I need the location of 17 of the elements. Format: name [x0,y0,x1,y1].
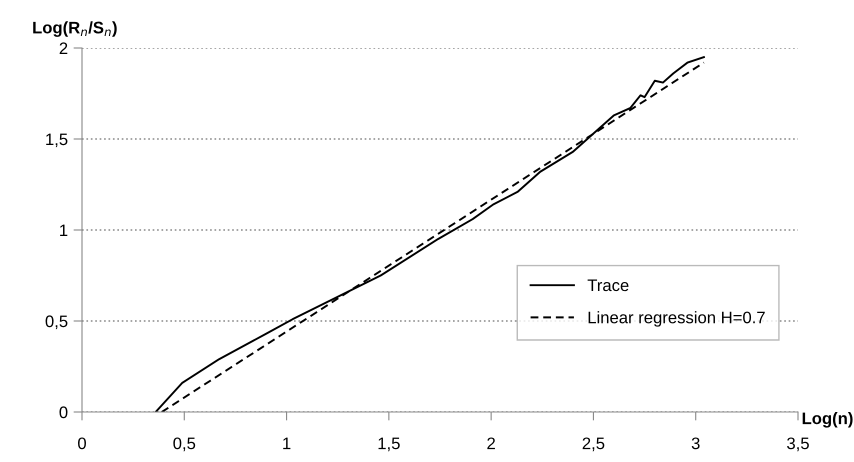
legend-label: Trace [588,280,628,292]
x-tick-label: 1,5 [378,438,400,452]
y-tick-label: 1 [60,224,68,236]
y-tick-label: 2 [60,42,68,54]
x-tick-label: 0 [78,437,86,450]
x-axis-title: Log(n) [802,412,853,428]
x-tick-label: 3,5 [787,437,809,452]
x-tick-label: 3 [692,437,700,450]
x-tick-label: 2 [487,437,495,450]
legend-label: Linear regression H=0.7 [588,311,765,327]
y-tick-label: 1,5 [46,134,68,148]
y-tick-label: 0 [59,406,68,418]
x-tick-label: 1 [283,438,290,450]
y-axis-title: Log(R$_{n}$/S$_{n}$) [33,21,117,37]
x-tick-label: 0,5 [173,437,196,452]
x-tick-label: 2,5 [582,437,604,452]
y-tick-label: 0,5 [46,315,68,330]
